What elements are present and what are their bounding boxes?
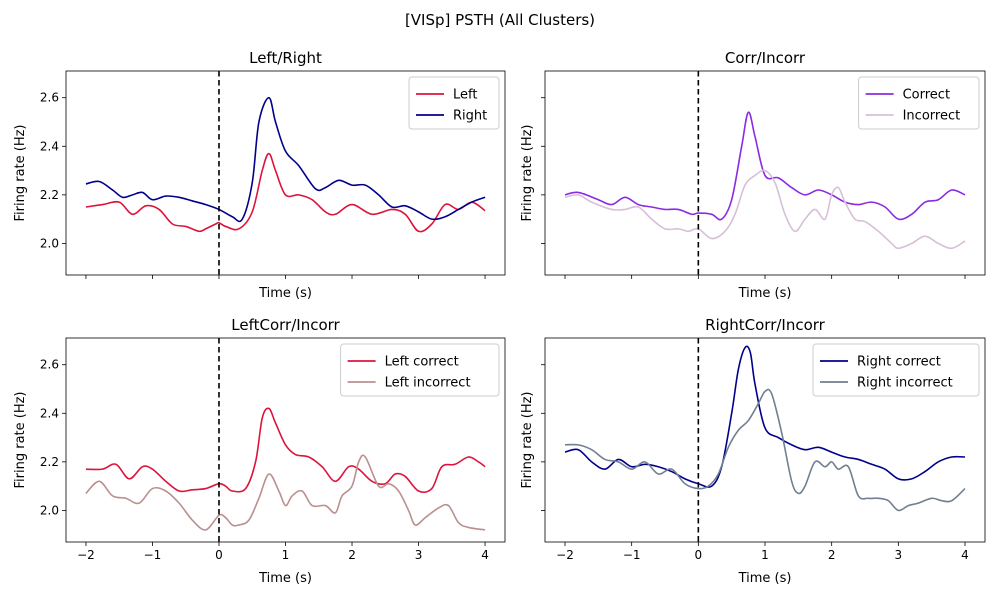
series-lines <box>564 111 966 250</box>
x-tick-label: −1 <box>623 548 641 562</box>
series-line-incorrect <box>564 169 966 250</box>
series-lines <box>564 345 966 512</box>
legend-label: Left incorrect <box>385 376 471 391</box>
legend-label: Left <box>453 88 477 103</box>
x-tick-label: 2 <box>828 548 836 562</box>
legend-label: Correct <box>903 88 950 103</box>
legend-entry: Left correct <box>347 355 459 370</box>
series-line-left-incorrect <box>85 454 486 531</box>
x-axis-label: Time (s) <box>258 571 312 586</box>
legend-entry: Right incorrect <box>820 376 953 391</box>
x-tick-label: 1 <box>761 548 769 562</box>
legend-entry: Incorrect <box>865 109 961 124</box>
legend: Left Right <box>408 76 500 130</box>
figure-suptitle: [VISp] PSTH (All Clusters) <box>405 11 595 29</box>
x-tick-label: −2 <box>556 548 574 562</box>
y-tick-label: 2.6 <box>40 91 59 105</box>
panel-title: Left/Right <box>249 49 322 67</box>
legend-label: Incorrect <box>903 109 961 124</box>
panel-title: LeftCorr/Incorr <box>231 316 340 334</box>
legend-box <box>858 76 980 130</box>
panel-left-right: Left/Right 2.0 2.2 2.4 2.6 Time (s) Firing rat… <box>13 49 506 301</box>
y-tick-label: 2.6 <box>40 358 59 372</box>
legend-label: Left correct <box>385 355 459 370</box>
y-tick-label: 2.2 <box>40 455 59 469</box>
series-line-left-correct <box>85 407 486 493</box>
x-tick-label: 4 <box>481 548 489 562</box>
legend-entry: Left <box>416 88 477 103</box>
axes-frame <box>544 337 986 543</box>
y-tick-label: 2.4 <box>40 406 59 420</box>
y-tick-label: 2.4 <box>40 139 59 153</box>
x-tick-label: 2 <box>348 548 356 562</box>
y-axis-label: Firing rate (Hz) <box>520 124 535 221</box>
x-axis-label: Time (s) <box>258 286 312 301</box>
panel-title: RightCorr/Incorr <box>705 316 826 334</box>
series-line-correct <box>564 111 966 221</box>
legend: Left correct Left incorrect <box>340 343 500 397</box>
panel-rightcorr-incorr: RightCorr/Incorr −2 −1 0 1 2 3 4 Time (s) Firing … <box>520 316 986 586</box>
legend-entry: Left incorrect <box>347 376 471 391</box>
x-tick-label: −2 <box>77 548 95 562</box>
axes-frame <box>65 337 506 543</box>
legend: Right correct Right incorrect <box>812 343 980 397</box>
legend-label: Right <box>453 109 487 124</box>
series-lines <box>85 407 486 531</box>
series-line-right <box>85 96 486 223</box>
legend: Correct Incorrect <box>858 76 980 130</box>
y-tick-label: 2.0 <box>40 503 59 517</box>
series-lines <box>85 96 486 233</box>
legend-entry: Right correct <box>820 355 941 370</box>
legend-entry: Right <box>416 109 487 124</box>
series-line-right-incorrect <box>564 388 966 512</box>
y-tick-label: 2.2 <box>40 188 59 202</box>
series-line-left <box>85 152 486 233</box>
x-tick-label: 3 <box>415 548 423 562</box>
y-axis-label: Firing rate (Hz) <box>520 391 535 488</box>
panel-title: Corr/Incorr <box>725 49 806 67</box>
panel-leftcorr-incorr: LeftCorr/Incorr −2 −1 0 1 2 3 4 2.0 2.2 2.4 2.6 Time… <box>13 316 506 586</box>
y-tick-label: 2.0 <box>40 236 59 250</box>
x-axis-label: Time (s) <box>738 286 792 301</box>
x-axis-label: Time (s) <box>738 571 792 586</box>
legend-box <box>340 343 500 397</box>
x-tick-label: 4 <box>961 548 969 562</box>
panel-corr-incorr: Corr/Incorr Time (s) Firing rate (Hz) Corre… <box>520 49 986 301</box>
x-tick-label: 0 <box>215 548 223 562</box>
legend-label: Right correct <box>857 355 941 370</box>
legend-box <box>408 76 500 130</box>
axes-frame <box>65 70 506 276</box>
y-axis-label: Firing rate (Hz) <box>13 124 28 221</box>
x-tick-label: 1 <box>282 548 290 562</box>
legend-label: Right incorrect <box>857 376 953 391</box>
legend-entry: Correct <box>865 88 950 103</box>
legend-box <box>812 343 980 397</box>
x-tick-label: 0 <box>695 548 703 562</box>
axes-frame <box>544 70 986 276</box>
x-tick-label: −1 <box>144 548 162 562</box>
y-axis-label: Firing rate (Hz) <box>13 391 28 488</box>
x-tick-label: 3 <box>895 548 903 562</box>
